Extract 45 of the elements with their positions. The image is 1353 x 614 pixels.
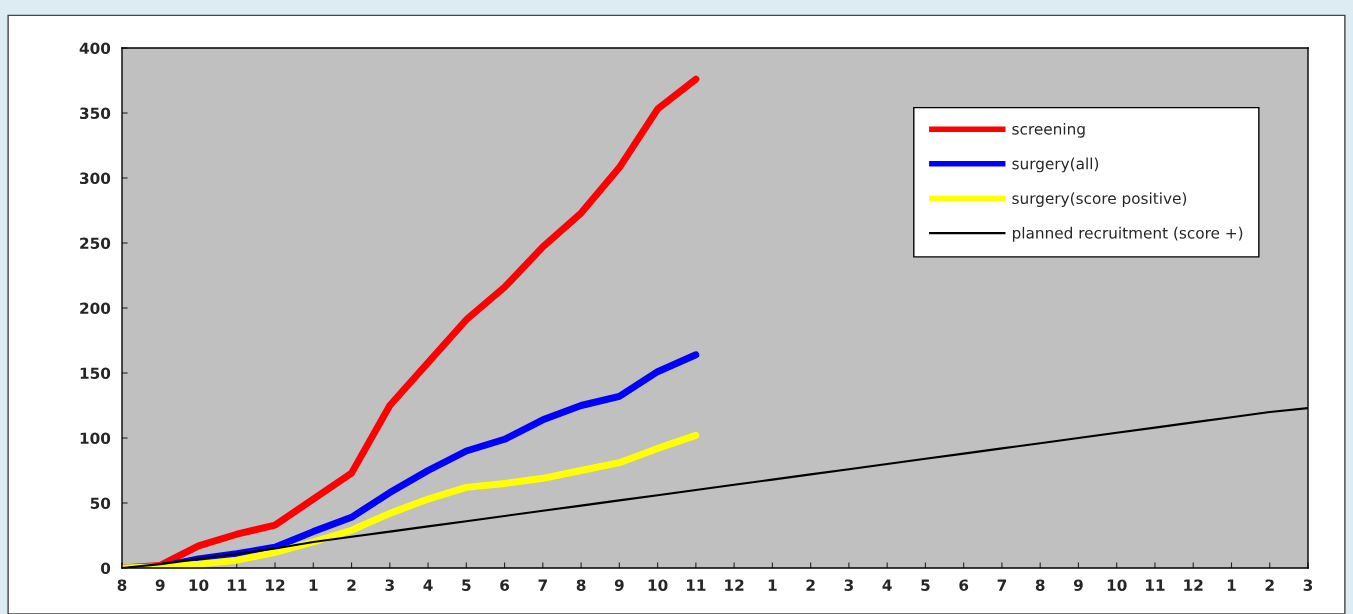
x-tick-label: 3 [1303, 579, 1313, 591]
x-tick-label: 12 [725, 579, 744, 591]
y-tick-label: 150 [80, 367, 111, 380]
y-tick-label: 350 [80, 107, 111, 120]
x-tick-label: 10 [189, 579, 209, 591]
y-tick-label: 50 [90, 497, 111, 510]
x-tick-label: 3 [844, 579, 853, 591]
x-tick-label: 5 [462, 579, 471, 591]
y-tick-label: 250 [80, 237, 111, 250]
x-tick-label: 2 [1265, 579, 1274, 591]
x-tick-label: 8 [1035, 579, 1045, 591]
x-tick-label: 10 [1107, 579, 1127, 591]
x-tick-label: 6 [500, 579, 510, 591]
x-tick-label: 10 [648, 579, 668, 591]
x-tick-label: 9 [1073, 579, 1083, 591]
legend-label: surgery(score positive) [1012, 192, 1187, 207]
y-tick-label: 0 [100, 562, 111, 575]
x-tick-label: 2 [347, 579, 356, 591]
x-tick-label: 4 [423, 579, 433, 591]
x-tick-label: 3 [385, 579, 394, 591]
x-tick-label: 4 [882, 579, 892, 591]
x-tick-label: 1 [768, 579, 777, 591]
x-tick-label: 9 [155, 579, 165, 591]
y-tick-label: 100 [80, 432, 111, 445]
x-tick-label: 12 [266, 579, 285, 591]
x-tick-label: 11 [1146, 579, 1165, 591]
x-tick-label: 1 [1227, 579, 1236, 591]
x-tick-label: 8 [576, 579, 586, 591]
legend-label: planned recruitment (score +) [1012, 226, 1243, 242]
x-tick-label: 9 [614, 579, 624, 591]
x-tick-label: 7 [997, 579, 1007, 591]
x-tick-label: 2 [806, 579, 815, 591]
x-tick-label: 8 [117, 579, 127, 591]
x-tick-label: 11 [686, 579, 706, 591]
x-tick-label: 11 [227, 579, 247, 591]
y-tick-label: 300 [80, 172, 111, 185]
legend-label: surgery(all) [1012, 157, 1099, 173]
y-tick-label: 200 [80, 302, 111, 315]
legend-label: screening [1012, 122, 1085, 138]
x-tick-label: 7 [538, 579, 547, 591]
x-tick-label: 12 [1184, 579, 1203, 591]
x-tick-label: 5 [921, 579, 930, 591]
y-tick-label: 400 [79, 42, 111, 55]
x-tick-label: 1 [309, 579, 318, 591]
x-tick-label: 6 [959, 579, 969, 591]
